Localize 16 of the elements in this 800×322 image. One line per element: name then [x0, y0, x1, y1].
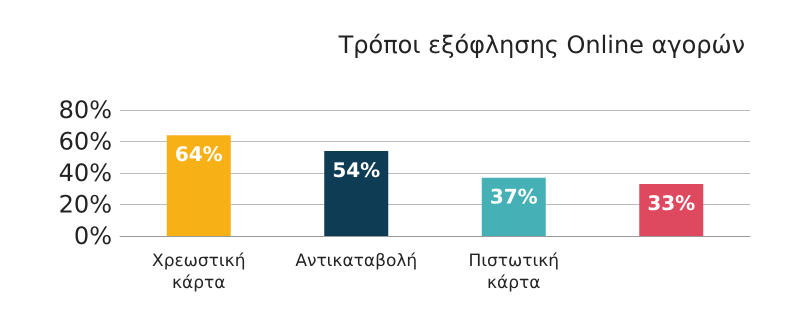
x-tick-label: Χρεωστική κάρτα — [152, 251, 246, 293]
data-label: 54% — [332, 158, 380, 182]
data-label: 37% — [490, 184, 538, 209]
y-tick-label: 0% — [74, 222, 112, 250]
bar — [482, 178, 546, 236]
bar — [324, 150, 388, 236]
y-tick-label: 80% — [58, 96, 112, 124]
x-tick-label: Αντικαταβολή — [295, 251, 418, 271]
y-tick-label: 20% — [58, 190, 112, 218]
data-label: 64% — [174, 142, 223, 166]
x-tick-label: Πιστωτική κάρτα — [468, 251, 560, 293]
y-tick-label: 60% — [58, 128, 112, 156]
bar — [166, 135, 231, 236]
data-label: 33% — [647, 191, 696, 216]
y-tick-label: 40% — [58, 159, 112, 187]
chart-title: Τρόποι εξόφλησης Online αγορών — [338, 31, 746, 59]
